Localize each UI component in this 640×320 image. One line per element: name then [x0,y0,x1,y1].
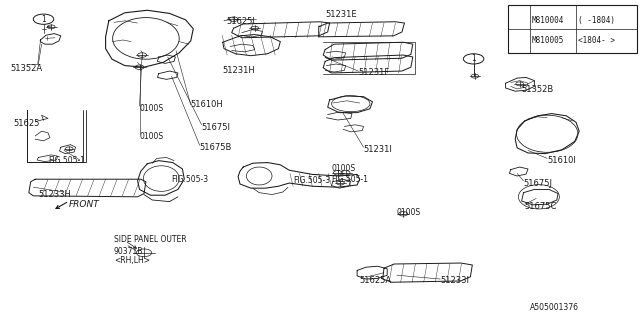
Text: 0100S: 0100S [332,164,356,173]
Text: 51675B: 51675B [200,143,232,152]
Text: 51231H: 51231H [223,66,255,75]
Text: 51675J: 51675J [524,179,552,188]
Text: 51675C: 51675C [525,202,557,211]
Text: 51675I: 51675I [202,123,230,132]
Text: FIG.505-3: FIG.505-3 [172,175,209,184]
Text: <RH,LH>: <RH,LH> [114,256,150,265]
Text: 51352A: 51352A [10,64,42,73]
Text: 1: 1 [471,54,476,63]
Text: 51231F: 51231F [358,68,390,77]
Text: FIG.505-1: FIG.505-1 [48,156,85,165]
Text: 51233I: 51233I [440,276,469,285]
Text: 51231I: 51231I [364,145,392,154]
Text: 51233H: 51233H [38,190,71,199]
Text: A505001376: A505001376 [530,303,579,312]
Text: 51231E: 51231E [325,10,356,19]
Text: 51352B: 51352B [522,85,554,94]
Text: 51625A: 51625A [360,276,392,285]
Text: 0100S: 0100S [140,132,164,141]
Text: M810005: M810005 [532,36,564,45]
Text: 0100S: 0100S [140,104,164,113]
Text: 0100S: 0100S [397,208,421,217]
Text: FIG.505-1: FIG.505-1 [332,175,369,184]
Text: 51625: 51625 [13,119,40,128]
Text: <1804- >: <1804- > [578,36,615,45]
Text: FIG.505-3: FIG.505-3 [293,176,330,185]
Text: 51610H: 51610H [190,100,223,109]
Text: FRONT: FRONT [69,200,100,209]
Text: 51625L: 51625L [226,17,257,26]
Bar [508,5,637,53]
Text: 1: 1 [516,18,521,24]
Text: ( -1804): ( -1804) [578,16,615,25]
Text: SIDE PANEL OUTER: SIDE PANEL OUTER [114,235,186,244]
Text: 1: 1 [41,15,46,24]
Text: 51610I: 51610I [547,156,576,165]
Text: M810004: M810004 [532,16,564,25]
Text: 90371B: 90371B [114,247,143,256]
